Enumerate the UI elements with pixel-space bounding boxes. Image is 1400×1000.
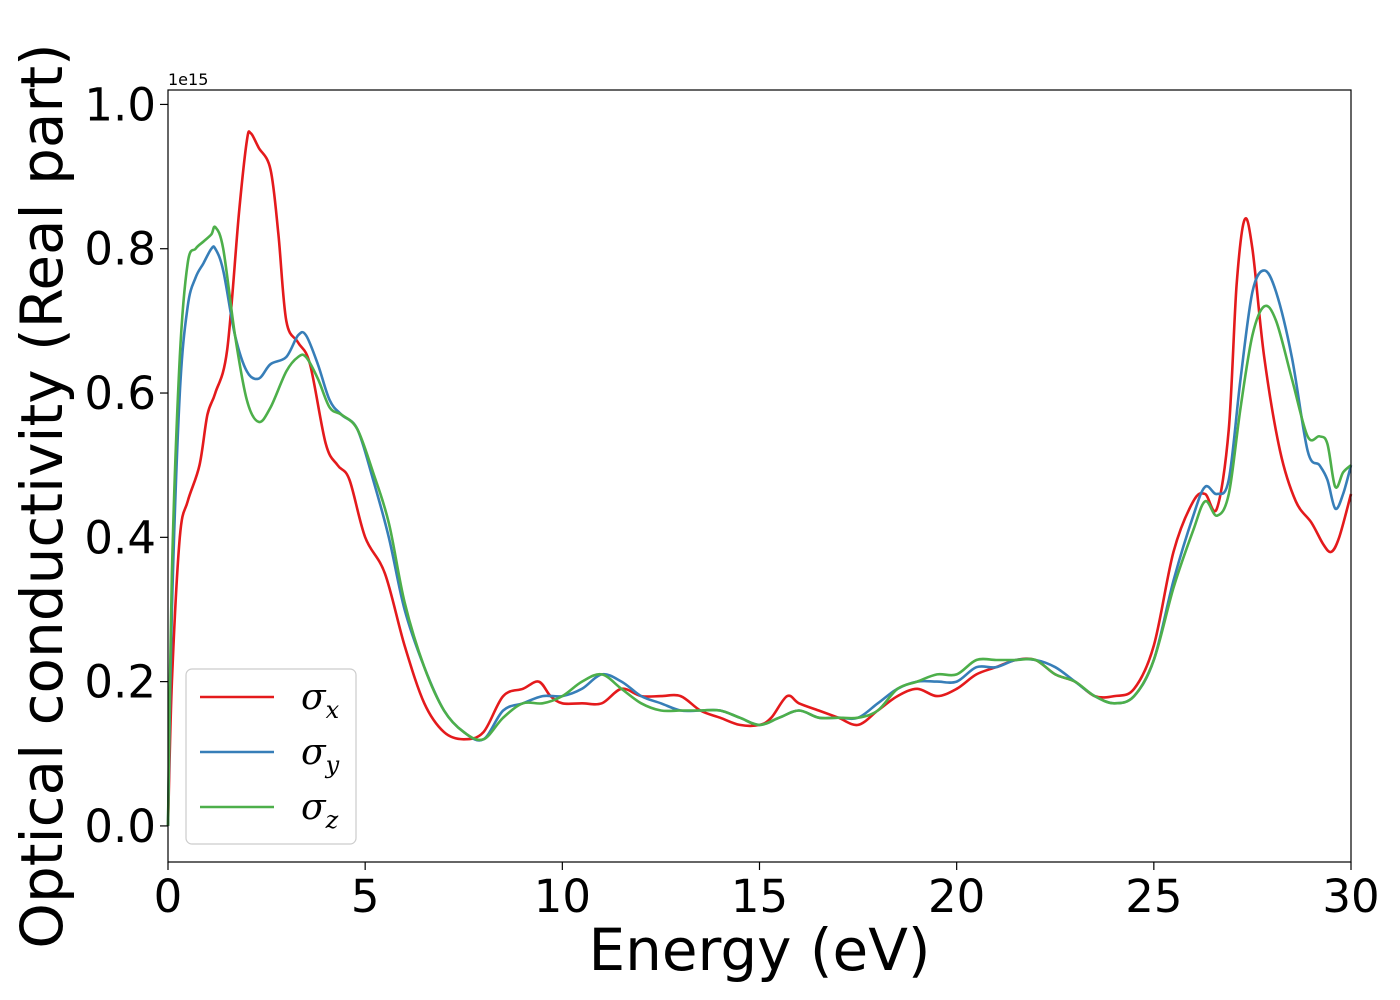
x-tick-label: 5: [351, 870, 380, 923]
x-tick-label: 0: [154, 870, 183, 923]
x-tick-label: 30: [1322, 870, 1379, 923]
legend-label-y: σy: [301, 732, 340, 779]
legend: σx σy σz: [185, 668, 357, 845]
x-tick-label: 15: [731, 870, 788, 923]
x-tick-label: 10: [534, 870, 591, 923]
y-tick-label: 0.8: [84, 223, 156, 276]
y-tick-label: 0.0: [84, 800, 156, 853]
y-axis: 0.0 0.2 0.4 0.6 0.8 1.0: [84, 78, 168, 853]
x-axis-title: Energy (eV): [588, 916, 930, 984]
y-tick-label: 0.6: [84, 367, 156, 420]
series-layer: [166, 130, 1353, 826]
legend-label-z: σz: [301, 787, 339, 834]
legend-label-x: σx: [301, 677, 340, 724]
y-tick-label: 1.0: [84, 78, 156, 131]
x-axis: 0 5 10 15 20 25 30: [154, 862, 1380, 923]
y-tick-label: 0.2: [84, 656, 156, 709]
legend-box: [185, 668, 357, 845]
x-tick-label: 25: [1125, 870, 1182, 923]
series-line-z: [166, 225, 1352, 826]
y-tick-label: 0.4: [84, 511, 156, 564]
y-axis-title: Optical conductivity (Real part): [8, 43, 76, 948]
x-tick-label: 20: [928, 870, 985, 923]
y-offset-label: 1e15: [168, 70, 208, 89]
